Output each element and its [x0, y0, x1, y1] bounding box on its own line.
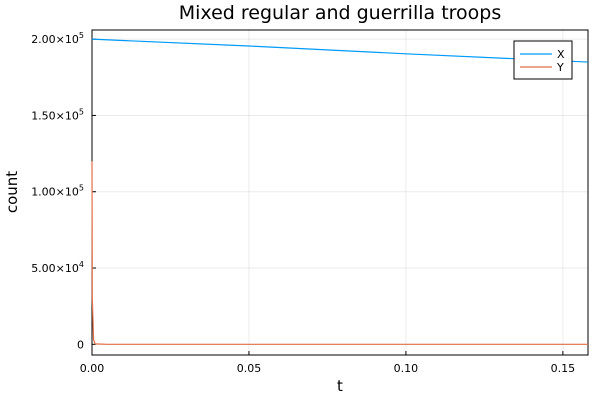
legend-label-y: Y — [556, 61, 564, 74]
legend: XY — [513, 40, 573, 80]
legend-label-x: X — [557, 48, 565, 61]
x-axis: 0.00 0.05 0.10 0.15 — [80, 351, 588, 375]
y-axis-label: count — [3, 171, 21, 213]
series-line-x — [91, 38, 589, 63]
x-tick-label: 0.10 — [394, 362, 419, 375]
y-tick-label: 5.00×104 — [31, 260, 84, 275]
chart-title: Mixed regular and guerrilla troops — [179, 2, 502, 24]
x-tick-label: 0.15 — [551, 362, 576, 375]
x-tick-label: 0.05 — [237, 362, 262, 375]
y-axis: 0 5.00×104 1.00×105 1.50×105 2.00×105 — [31, 30, 96, 355]
series-layer — [91, 38, 589, 345]
x-axis-label: t — [337, 377, 343, 395]
y-tick-label: 1.00×105 — [31, 184, 84, 199]
x-tick-label: 0.00 — [80, 362, 105, 375]
series-line-y — [91, 161, 588, 345]
y-tick-label: 2.00×105 — [31, 31, 84, 46]
y-tick-label: 1.50×105 — [31, 107, 84, 122]
y-tick-label: 0 — [77, 338, 84, 351]
legend-box — [513, 40, 573, 80]
